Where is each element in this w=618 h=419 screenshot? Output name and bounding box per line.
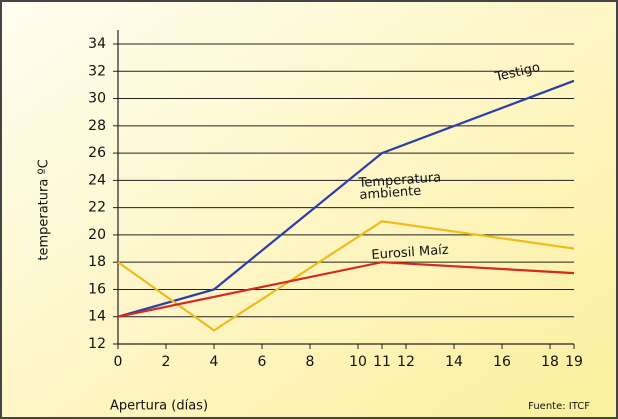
x-tick-label: 14 — [445, 354, 463, 370]
series-line — [117, 220, 575, 332]
x-tick-label: 11 — [373, 354, 391, 370]
y-tick-label: 22 — [88, 200, 106, 216]
x-tick-label: 10 — [349, 354, 367, 370]
y-tick-label: 16 — [88, 281, 106, 297]
y-tick-label: 26 — [88, 145, 106, 161]
y-tick-label: 14 — [88, 309, 106, 325]
source: Fuente: ITCF — [528, 401, 590, 412]
y-tick-label: 18 — [88, 254, 106, 270]
y-tick-label: 20 — [88, 227, 106, 243]
y-tick-label: 12 — [88, 336, 106, 352]
x-tick-label: 6 — [258, 354, 267, 370]
series-line — [117, 79, 575, 318]
x-tick-label: 2 — [162, 354, 171, 370]
x-tick-label: 16 — [493, 354, 511, 370]
x-tick-label: 19 — [565, 354, 583, 370]
series-line — [117, 261, 575, 318]
x-tick-label: 18 — [541, 354, 559, 370]
y-tick-label: 32 — [88, 63, 106, 79]
y-tick-label: 30 — [88, 91, 106, 107]
y-axis-label: temperatura ºC — [37, 159, 52, 260]
x-axis-label: Apertura (días) — [110, 399, 208, 414]
y-tick-label: 24 — [88, 172, 106, 188]
y-tick-label: 34 — [88, 36, 106, 52]
x-tick-label: 4 — [210, 354, 219, 370]
x-tick-label: 12 — [397, 354, 415, 370]
x-tick-label: 8 — [306, 354, 315, 370]
y-tick-label: 28 — [88, 118, 106, 134]
x-tick-label: 0 — [114, 354, 123, 370]
